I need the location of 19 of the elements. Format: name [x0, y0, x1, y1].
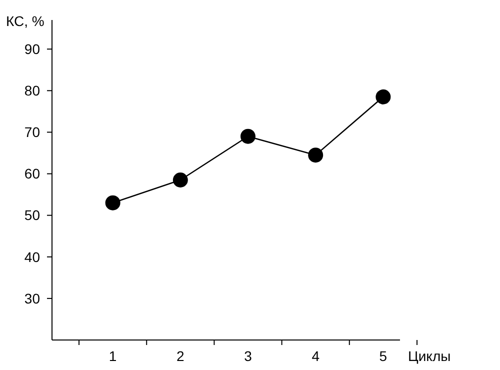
x-tick-label: 4 — [312, 348, 320, 364]
y-tick-label: 80 — [24, 82, 40, 99]
point — [105, 195, 120, 210]
x-tick-label: 3 — [244, 348, 252, 364]
y-tick-label: 90 — [24, 40, 40, 57]
point — [376, 89, 391, 104]
x-tick-label: 1 — [108, 348, 117, 364]
y-tick-label: 70 — [24, 124, 40, 140]
x-tick-label: 5 — [379, 348, 388, 364]
point — [308, 148, 324, 163]
y-tick-label: 40 — [24, 248, 40, 265]
point — [172, 172, 188, 188]
x-tick-label: 2 — [176, 348, 184, 364]
point — [240, 128, 256, 144]
y-axis-title: КС, % — [6, 13, 44, 29]
x-axis-title: Циклы — [408, 348, 451, 364]
y-tick-label: 50 — [24, 207, 40, 224]
y-tick-label: 30 — [24, 290, 40, 306]
y-tick-label: 60 — [24, 166, 40, 182]
